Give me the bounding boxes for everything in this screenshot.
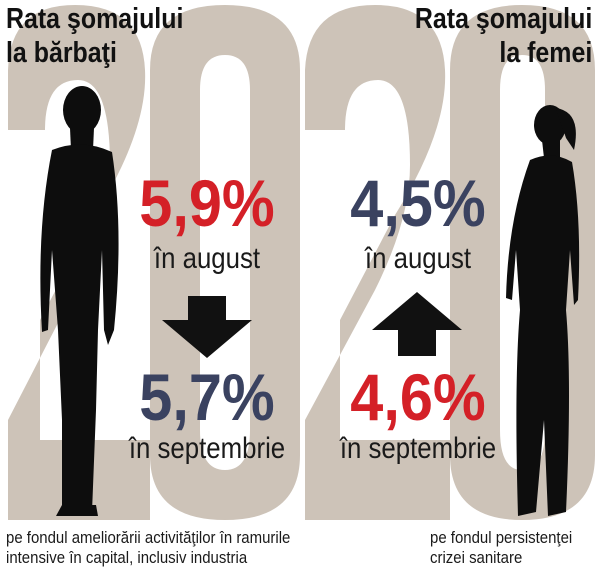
men-note: pe fondul ameliorării activităţilor în r… xyxy=(6,528,290,568)
woman-silhouette xyxy=(506,105,580,517)
women-value-august: 4,5% xyxy=(350,166,486,240)
men-title-line2: la bărbaţi xyxy=(6,37,117,69)
men-title: Rata şomajului la bărbaţi xyxy=(6,2,183,70)
down-arrow-icon xyxy=(162,296,252,358)
women-title-line2: la femei xyxy=(499,37,592,69)
men-label-august: în august xyxy=(153,242,261,275)
men-value-september: 5,7% xyxy=(139,360,275,434)
men-title-line1: Rata şomajului xyxy=(6,3,184,35)
men-label-september: în septembrie xyxy=(128,432,286,465)
women-title: Rata şomajului la femei xyxy=(415,2,592,70)
up-arrow-icon xyxy=(372,292,462,356)
men-note-line1: pe fondul ameliorării activităţilor în r… xyxy=(6,528,291,547)
women-note-line1: pe fondul persistenţei xyxy=(430,528,573,547)
women-value-september: 4,6% xyxy=(350,360,486,434)
backdrop-digit-0-left xyxy=(150,5,300,520)
women-note: pe fondul persistenţei crizei sanitare xyxy=(430,528,572,568)
women-label-august: în august xyxy=(364,242,472,275)
women-label-september: în septembrie xyxy=(339,432,497,465)
backdrop-digit-2-right xyxy=(305,5,450,520)
women-note-line2: crizei sanitare xyxy=(430,548,523,567)
men-value-august: 5,9% xyxy=(139,166,275,240)
man-silhouette xyxy=(40,86,119,516)
women-title-line1: Rata şomajului xyxy=(414,3,592,35)
men-note-line2: intensive în capital, inclusiv industria xyxy=(6,548,248,567)
